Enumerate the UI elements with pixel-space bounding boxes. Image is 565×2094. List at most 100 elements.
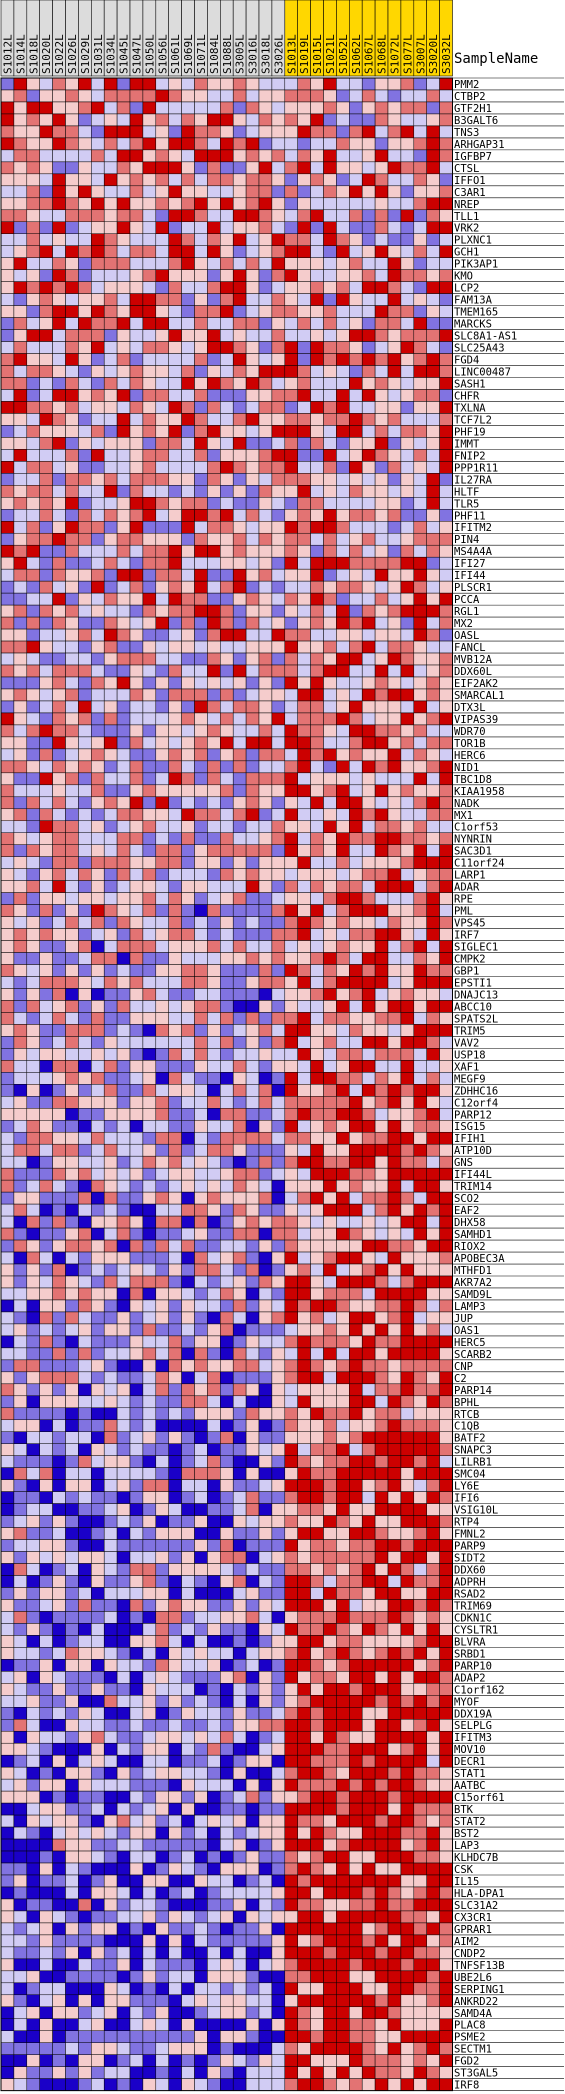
heatmap-cell [336, 592, 350, 606]
heatmap-cell [26, 113, 40, 127]
heatmap-cell [194, 1287, 208, 1301]
heatmap-cell [400, 1647, 415, 1660]
heatmap-cell [39, 485, 53, 498]
heatmap-cell [91, 461, 105, 474]
heatmap-cell [323, 796, 337, 810]
heatmap-cell [387, 449, 402, 462]
heatmap-cell [103, 1707, 118, 1720]
heatmap-cell [155, 1551, 169, 1564]
heatmap-cell [374, 712, 389, 726]
heatmap-cell [310, 365, 324, 378]
heatmap-cell [13, 209, 28, 223]
heatmap-cell [181, 1143, 195, 1157]
heatmap-cell [142, 269, 157, 282]
heatmap-cell [181, 1587, 195, 1600]
heatmap-cell [13, 808, 28, 822]
heatmap-cell [39, 1012, 53, 1025]
heatmap-cell [361, 401, 376, 414]
heatmap-cell [39, 1227, 53, 1241]
heatmap-cell [400, 592, 415, 606]
heatmap-cell [168, 916, 182, 929]
heatmap-cell [207, 796, 221, 810]
heatmap-cell [258, 604, 273, 618]
heatmap-cell [52, 1191, 66, 1205]
heatmap-cell [323, 89, 337, 103]
heatmap-cell [78, 461, 92, 474]
heatmap-cell [232, 640, 247, 654]
heatmap-cell [26, 1143, 40, 1157]
heatmap-cell [271, 461, 286, 474]
heatmap-cell [374, 1419, 389, 1432]
heatmap-cell [426, 1611, 440, 1624]
heatmap-cell [374, 1563, 389, 1576]
heatmap-cell [129, 317, 144, 330]
heatmap-cell [0, 101, 15, 115]
heatmap-cell [13, 1096, 28, 1109]
heatmap-cell [413, 1539, 427, 1552]
heatmap-cell [349, 1443, 363, 1456]
heatmap-cell [232, 413, 247, 426]
heatmap-cell [220, 1515, 234, 1528]
heatmap-cell [271, 1539, 286, 1552]
heatmap-cell [129, 1455, 144, 1468]
heatmap-cell [52, 1167, 66, 1181]
heatmap-cell [349, 1707, 363, 1720]
heatmap-cell [426, 473, 440, 486]
heatmap-cell [103, 1120, 118, 1133]
heatmap-cell [284, 221, 298, 234]
heatmap-cell [297, 928, 311, 941]
heatmap-cell [439, 1155, 453, 1169]
heatmap-cell [413, 1623, 427, 1636]
heatmap-cell [142, 736, 157, 750]
heatmap-cell [91, 964, 105, 977]
heatmap-cell [245, 1131, 260, 1145]
heatmap-cell [426, 664, 440, 678]
heatmap-cell [129, 329, 144, 342]
heatmap-cell [181, 772, 195, 786]
heatmap-cell [26, 1491, 40, 1504]
heatmap-cell [400, 485, 415, 498]
heatmap-cell [207, 628, 221, 642]
heatmap-cell [52, 377, 66, 390]
heatmap-cell [310, 760, 324, 774]
heatmap-cell [220, 497, 234, 510]
heatmap-cell [181, 185, 195, 199]
heatmap-cell [52, 796, 66, 810]
heatmap-cell [336, 521, 350, 534]
heatmap-cell [155, 1407, 169, 1421]
heatmap-cell [349, 592, 363, 606]
heatmap-cell [65, 1431, 79, 1444]
heatmap-cell [129, 592, 144, 606]
heatmap-cell [400, 509, 415, 522]
heatmap-cell [374, 1060, 389, 1073]
heatmap-cell [26, 1515, 40, 1528]
heatmap-cell [374, 1191, 389, 1205]
heatmap-cell [155, 1167, 169, 1181]
heatmap-cell [245, 652, 260, 666]
heatmap-cell [232, 760, 247, 774]
heatmap-cell [91, 1287, 105, 1301]
heatmap-cell [310, 1431, 324, 1444]
heatmap-cell [155, 1012, 169, 1025]
heatmap-cell [374, 137, 389, 151]
heatmap-cell [13, 341, 28, 354]
heatmap-cell [271, 652, 286, 666]
heatmap-cell [142, 1347, 157, 1361]
heatmap-cell [349, 461, 363, 474]
heatmap-cell [129, 1323, 144, 1337]
heatmap-cell [194, 509, 208, 522]
heatmap-cell [0, 389, 15, 402]
heatmap-cell [310, 1563, 324, 1576]
heatmap-cell [129, 149, 144, 163]
heatmap-cell [349, 976, 363, 989]
heatmap-cell [0, 604, 15, 618]
heatmap-cell [323, 1143, 337, 1157]
heatmap-cell [336, 940, 350, 953]
heatmap-cell [155, 1359, 169, 1373]
heatmap-cell [349, 293, 363, 306]
heatmap-cell [284, 125, 298, 139]
heatmap-cell [13, 976, 28, 989]
heatmap-cell [91, 880, 105, 893]
heatmap-cell [284, 1000, 298, 1013]
heatmap-cell [0, 1431, 15, 1444]
